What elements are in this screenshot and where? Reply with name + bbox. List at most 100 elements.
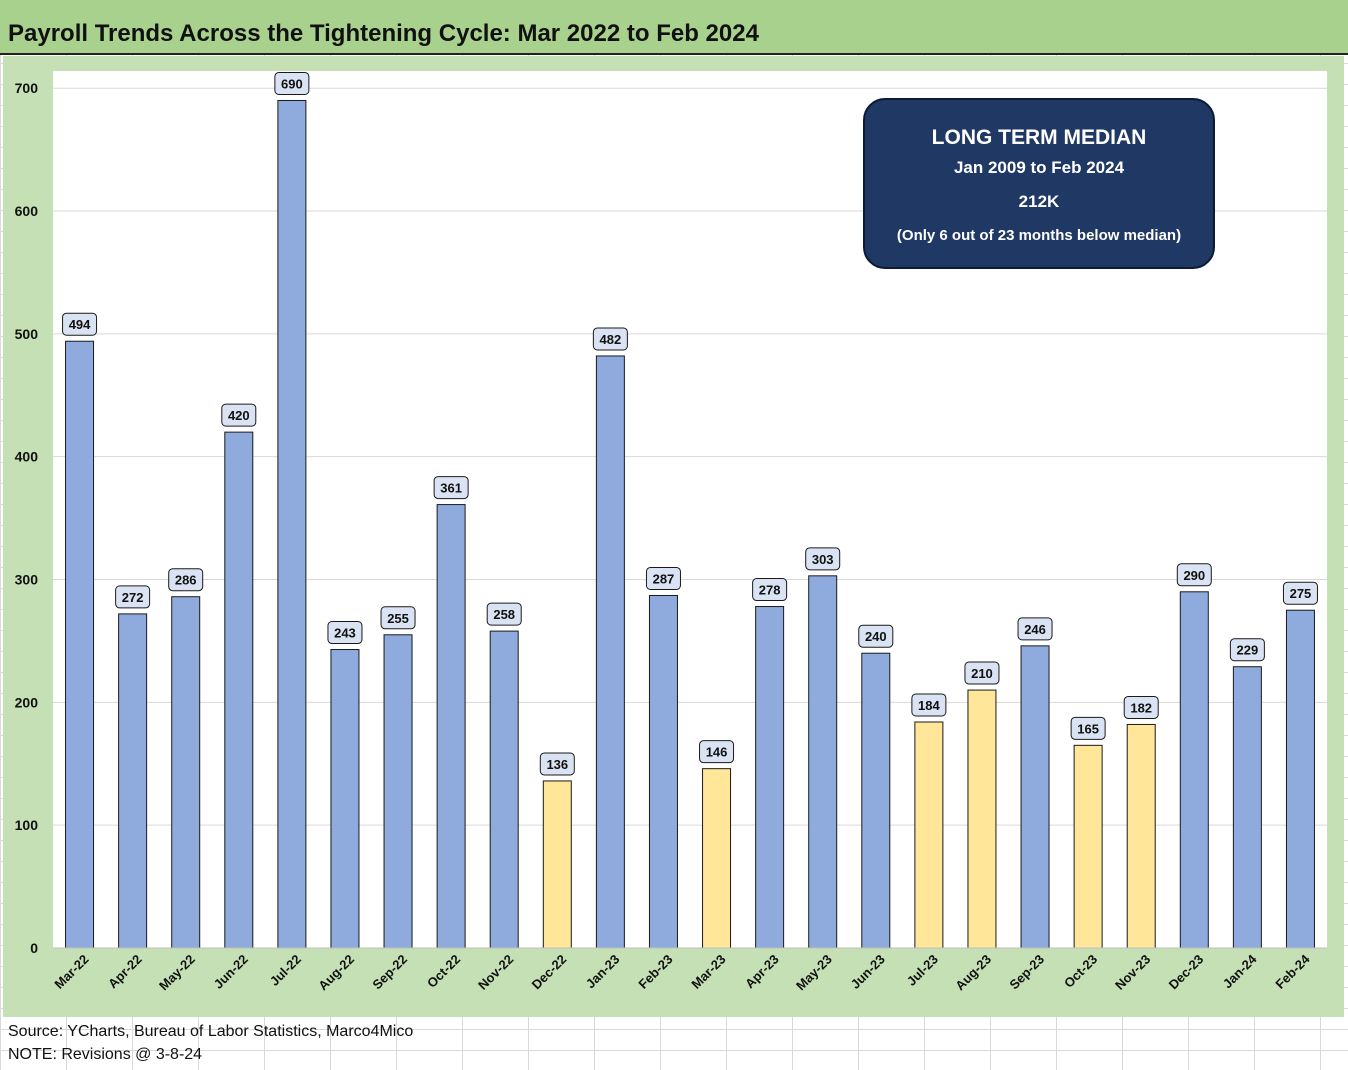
bar <box>1179 591 1209 949</box>
x-tick-label: Apr-23 <box>742 952 782 992</box>
bar <box>648 594 678 949</box>
callout-title: LONG TERM MEDIAN <box>931 126 1147 149</box>
bar <box>595 355 625 949</box>
note-text: NOTE: Revisions @ 3-8-24 <box>8 1046 203 1063</box>
data-label-box <box>805 547 841 571</box>
data-label: 303 <box>812 552 834 567</box>
x-tick-label: Jun-22 <box>211 952 251 992</box>
data-label-box <box>645 566 681 590</box>
data-label: 243 <box>334 626 356 641</box>
data-label: 255 <box>387 611 409 626</box>
bar <box>489 630 519 949</box>
x-tick-label: Oct-23 <box>1061 952 1100 991</box>
bar <box>330 649 360 949</box>
data-label: 184 <box>918 698 940 713</box>
bar <box>1232 666 1262 949</box>
x-tick-label: Jun-23 <box>848 952 888 992</box>
data-label-box <box>964 661 1000 685</box>
bar <box>1126 723 1156 949</box>
data-label-box <box>539 752 575 776</box>
chart-title: Payroll Trends Across the Tightening Cyc… <box>8 20 759 47</box>
data-label-box <box>168 568 204 592</box>
x-tick-label: Feb-23 <box>635 952 675 992</box>
x-tick-label: Jul-22 <box>267 952 304 989</box>
median-callout-box: LONG TERM MEDIAN Jan 2009 to Feb 2024 21… <box>863 98 1215 269</box>
y-tick-label: 0 <box>30 940 38 956</box>
bar <box>171 596 201 949</box>
y-tick-label: 700 <box>15 80 39 96</box>
data-label-box <box>1229 638 1265 662</box>
data-label: 278 <box>759 583 781 598</box>
bar <box>861 652 891 949</box>
x-tick-label: May-23 <box>793 952 835 994</box>
data-label: 690 <box>281 76 303 91</box>
x-tick-label: Feb-24 <box>1272 951 1313 992</box>
y-tick-label: 300 <box>15 572 39 588</box>
y-tick-label: 100 <box>15 817 39 833</box>
data-label: 482 <box>600 332 622 347</box>
title-bar: Payroll Trends Across the Tightening Cyc… <box>0 0 1348 55</box>
callout-subtitle: Jan 2009 to Feb 2024 <box>953 158 1125 177</box>
data-label: 246 <box>1024 622 1046 637</box>
data-label: 146 <box>706 745 728 760</box>
x-tick-label: Oct-22 <box>424 952 463 991</box>
bar <box>118 613 148 949</box>
data-label-box <box>1176 563 1212 587</box>
data-label: 287 <box>653 571 675 586</box>
data-label-box <box>115 585 151 609</box>
data-label: 136 <box>546 757 568 772</box>
callout-note: (Only 6 out of 23 months below median) <box>896 227 1182 244</box>
data-label: 290 <box>1183 568 1205 583</box>
bar <box>808 575 838 949</box>
data-label: 286 <box>175 573 197 588</box>
x-tick-label: Mar-22 <box>51 952 91 992</box>
x-tick-label: Sep-22 <box>369 952 410 993</box>
x-tick-label: Nov-22 <box>475 952 516 993</box>
bar <box>1073 744 1103 949</box>
bar <box>436 504 466 949</box>
x-tick-label: Jan-24 <box>1220 951 1260 991</box>
bar <box>1020 645 1050 949</box>
data-label: 494 <box>69 317 91 332</box>
data-label-box <box>62 312 98 336</box>
y-tick-label: 600 <box>15 203 39 219</box>
data-label: 165 <box>1077 721 1099 736</box>
data-label-box <box>858 624 894 648</box>
bar <box>224 431 254 949</box>
bar <box>967 689 997 949</box>
bar <box>65 340 95 949</box>
bar <box>277 99 307 949</box>
data-label: 229 <box>1237 643 1259 658</box>
x-tick-label: May-22 <box>156 952 198 994</box>
x-tick-label: Nov-23 <box>1112 952 1153 993</box>
x-tick-label: Aug-23 <box>952 952 994 994</box>
bar <box>702 768 732 949</box>
data-label-box <box>221 403 257 427</box>
x-tick-label: Sep-23 <box>1006 952 1047 993</box>
data-label-box <box>592 327 628 351</box>
data-label: 275 <box>1290 586 1312 601</box>
payroll-bar-chart: 0 100 200 300 400 500 600 700 494 Mar-22 272 Apr-22… <box>15 71 1327 994</box>
bar <box>1285 609 1315 949</box>
x-tick-label: Jul-23 <box>904 952 941 989</box>
data-label: 272 <box>122 590 144 605</box>
data-label-box <box>486 602 522 626</box>
data-label-box <box>274 71 310 95</box>
data-label-box <box>1123 695 1159 719</box>
data-label: 182 <box>1130 700 1152 715</box>
data-label-box <box>433 476 469 500</box>
x-tick-label: Dec-22 <box>529 952 570 993</box>
bar <box>542 780 572 949</box>
bar <box>914 721 944 949</box>
bar <box>383 634 413 949</box>
y-tick-label: 400 <box>15 449 39 465</box>
data-label-box <box>699 740 735 764</box>
data-label: 420 <box>228 408 250 423</box>
x-tick-label: Apr-22 <box>105 952 145 992</box>
y-tick-label: 200 <box>15 694 39 710</box>
x-tick-label: Dec-23 <box>1166 952 1207 993</box>
data-label: 258 <box>493 607 515 622</box>
x-tick-label: Aug-22 <box>315 952 357 994</box>
data-label: 361 <box>440 481 462 496</box>
data-label-box <box>911 693 947 717</box>
